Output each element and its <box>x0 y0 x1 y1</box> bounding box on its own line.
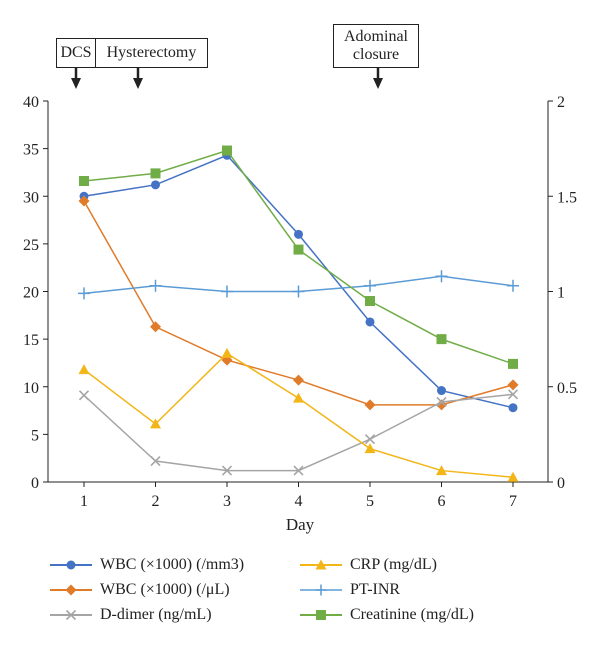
data-point <box>294 229 303 239</box>
data-point <box>436 465 447 476</box>
annotation-closure-line1: Adominal <box>344 28 408 45</box>
data-point <box>78 287 90 300</box>
data-point <box>508 403 518 413</box>
data-point <box>221 285 233 298</box>
data-point <box>151 180 160 190</box>
annotation-hysterectomy-label: Hysterectomy <box>106 44 197 61</box>
annotation-hysterectomy: Hysterectomy <box>95 38 208 68</box>
y-tick-label: 30 <box>23 189 39 206</box>
data-point <box>364 279 376 292</box>
data-point <box>150 168 161 179</box>
arrow-head <box>373 78 383 89</box>
data-point <box>507 279 519 292</box>
data-point <box>436 396 447 408</box>
data-point <box>437 386 446 396</box>
arrow-head <box>71 78 81 89</box>
x-tick-label: 4 <box>295 493 303 510</box>
arrow-head <box>133 78 143 89</box>
y-tick-label: 5 <box>31 427 39 444</box>
data-point <box>78 195 90 207</box>
x-tick-label: 2 <box>152 493 160 510</box>
x-tick-label: 1 <box>80 493 88 510</box>
data-point <box>364 399 376 411</box>
y-tick-label: 40 <box>23 94 39 111</box>
data-point <box>508 358 518 369</box>
y-tick-label: 15 <box>23 332 39 349</box>
x-tick-label: 3 <box>223 493 231 510</box>
data-point <box>435 270 448 283</box>
data-point <box>222 145 232 156</box>
data-point <box>293 374 304 386</box>
y-tick-label: 20 <box>23 285 39 302</box>
y2-tick-label: 0 <box>557 475 565 492</box>
data-point <box>293 244 304 255</box>
annotation-dcs-label: DCS <box>60 44 92 61</box>
data-point <box>364 434 376 445</box>
data-point <box>365 317 375 327</box>
annotation-dcs: DCS <box>56 38 96 68</box>
data-point <box>78 390 90 401</box>
series-line <box>83 154 514 409</box>
data-point <box>221 465 233 476</box>
x-axis-label: Day <box>286 515 315 534</box>
x-tick-label: 7 <box>509 493 517 510</box>
y2-tick-label: 1 <box>557 285 565 302</box>
data-point <box>78 364 90 375</box>
data-point <box>507 379 519 391</box>
data-point <box>507 389 519 400</box>
data-point <box>150 455 161 467</box>
x-tick-label: 6 <box>438 493 446 510</box>
data-point <box>293 465 304 476</box>
y2-tick-label: 0.5 <box>557 380 577 397</box>
data-point <box>150 418 161 429</box>
data-point <box>507 471 519 482</box>
y-tick-label: 35 <box>23 142 39 159</box>
y2-tick-label: 1.5 <box>557 189 577 206</box>
x-tick-label: 5 <box>366 493 374 510</box>
data-point <box>150 321 161 333</box>
data-point <box>149 279 162 292</box>
data-point <box>365 296 375 307</box>
y-tick-label: 25 <box>23 237 39 254</box>
annotation-closure-line2: closure <box>352 46 400 63</box>
data-point <box>79 176 89 187</box>
y2-tick-label: 2 <box>557 94 565 111</box>
y-tick-label: 10 <box>23 380 39 397</box>
data-point <box>292 285 305 298</box>
y-tick-label: 0 <box>31 475 39 492</box>
series-line <box>83 352 514 478</box>
series-line <box>83 393 514 472</box>
series-line <box>83 149 514 365</box>
annotation-closure: Adominal closure <box>333 24 419 68</box>
data-point <box>436 334 447 345</box>
data-point <box>221 347 233 358</box>
data-point <box>293 392 304 403</box>
data-point <box>364 443 376 454</box>
